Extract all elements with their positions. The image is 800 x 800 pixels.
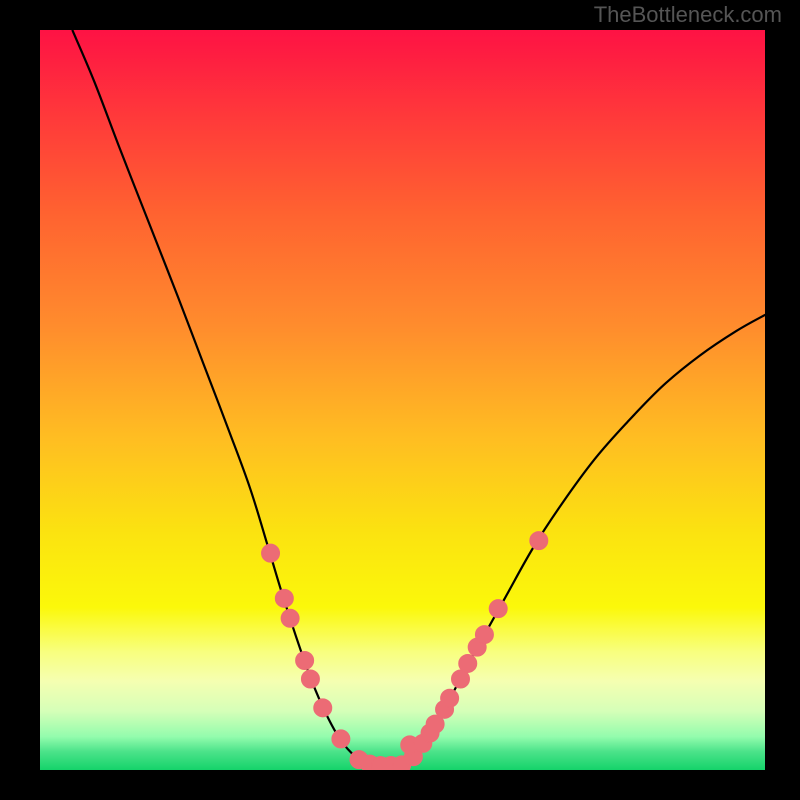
- data-marker: [441, 689, 459, 707]
- data-marker: [332, 730, 350, 748]
- data-marker: [275, 589, 293, 607]
- bottleneck-curve: [73, 31, 765, 769]
- curve-layer: [40, 30, 765, 770]
- data-marker: [281, 609, 299, 627]
- data-marker: [296, 651, 314, 669]
- data-marker: [301, 670, 319, 688]
- data-marker: [314, 699, 332, 717]
- data-marker: [475, 626, 493, 644]
- data-marker: [530, 532, 548, 550]
- watermark-text: TheBottleneck.com: [594, 2, 782, 28]
- marker-group: [262, 532, 548, 770]
- data-marker: [459, 654, 477, 672]
- data-marker: [262, 544, 280, 562]
- data-marker: [489, 600, 507, 618]
- plot-area: [40, 30, 765, 770]
